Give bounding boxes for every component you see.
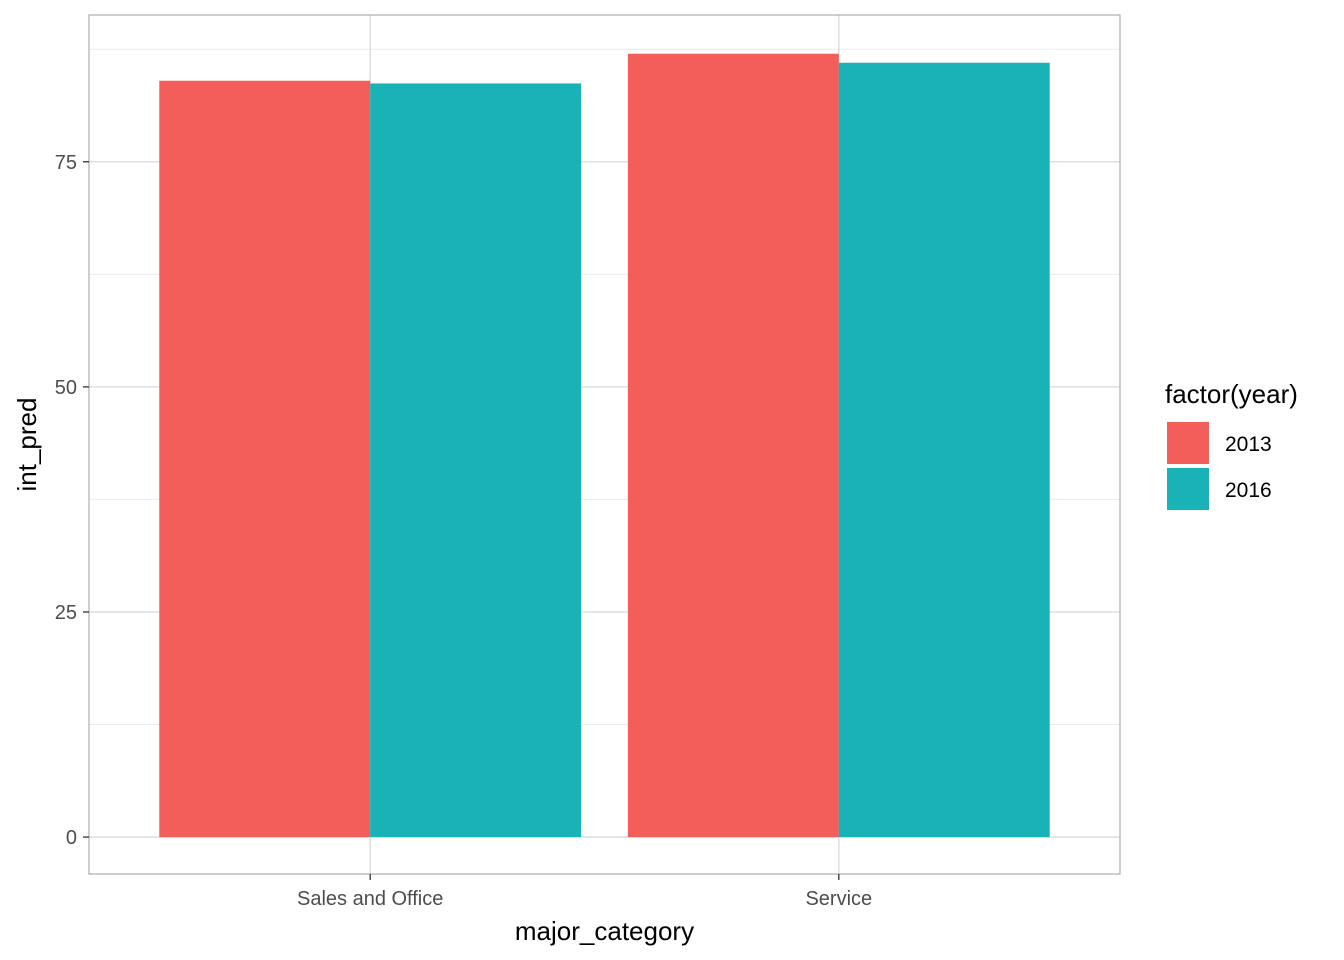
bar-2016-0 (370, 83, 582, 838)
x-tick-label: Sales and Office (297, 888, 443, 910)
legend-key-2016 (1167, 468, 1209, 510)
y-tick-label: 75 (55, 152, 77, 174)
y-axis-title: int_pred (12, 398, 42, 492)
panel-border (88, 14, 1121, 875)
y-tick-label: 0 (66, 827, 77, 849)
legend-label: 2013 (1225, 433, 1272, 456)
bars (159, 53, 1050, 838)
y-axis: 0 25 50 75 (55, 152, 89, 849)
legend: factor(year) 2013 2016 (1165, 379, 1298, 510)
y-tick-label: 50 (55, 377, 77, 399)
bar-2013-1 (627, 53, 839, 838)
bar-2016-1 (838, 62, 1050, 838)
legend-label: 2016 (1225, 479, 1272, 502)
x-tick-label: Service (805, 888, 872, 910)
y-tick-label: 25 (55, 602, 77, 624)
legend-key-2013 (1167, 422, 1209, 464)
legend-title: factor(year) (1165, 379, 1298, 409)
x-axis-title: major_category (515, 916, 694, 946)
bar-2013-0 (159, 80, 371, 838)
x-axis: Sales and Office Service (297, 874, 872, 910)
